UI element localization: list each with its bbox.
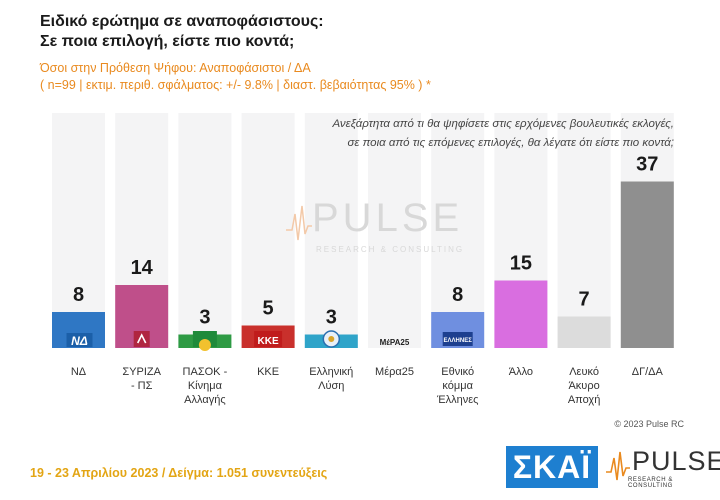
- svg-text:ΝΔ: ΝΔ: [71, 334, 88, 348]
- pulse-wave-icon: [286, 205, 312, 241]
- subtitle: Όσοι στην Πρόθεση Ψήφου: Αναποφάσιστοι /…: [40, 60, 431, 94]
- category-label: ΚΚΕ: [257, 366, 279, 378]
- bar: [557, 316, 611, 348]
- subtitle-line-2: ( n=99 | εκτιμ. περιθ. σφάλματος: +/- 9.…: [40, 78, 431, 92]
- data-label: 7: [579, 289, 590, 311]
- watermark-word: PULSE: [312, 196, 464, 240]
- column-bg: [178, 113, 232, 348]
- category-label: ΔΓ/ΔΑ: [632, 366, 664, 378]
- category-label: Εθνικό κόμμα Έλληνες: [436, 366, 478, 406]
- bar: [494, 280, 548, 348]
- category-label: Λευκό Άκυρο Αποχή: [568, 366, 600, 406]
- pasok-logo-icon: [192, 331, 217, 351]
- category-label: ΝΔ: [71, 366, 87, 378]
- column-bg: [241, 113, 295, 348]
- title-line-2: Σε ποια επιλογή, είστε πιο κοντά;: [40, 33, 295, 50]
- question-line-1: Ανεξάρτητα από τι θα ψηφίσετε στις ερχόμ…: [332, 118, 674, 130]
- column-bg: [368, 113, 421, 348]
- data-label: 3: [326, 307, 337, 329]
- column-bg: [431, 113, 485, 348]
- bar: [620, 181, 674, 348]
- question-line-2: σε ποια από τις επόμενες επιλογές, θα λέ…: [347, 137, 674, 149]
- pulse-watermark: PULSE RESEARCH & CONSULTING: [286, 196, 466, 266]
- column-bg: [304, 113, 358, 348]
- skai-logo: ΣΚΑΪ: [506, 446, 598, 488]
- data-label: 15: [510, 253, 532, 275]
- pulse-logo-wave-icon: [606, 451, 630, 481]
- survey-question: Ανεξάρτητα από τι θα ψηφίσετε στις ερχόμ…: [204, 115, 674, 153]
- subtitle-line-1: Όσοι στην Πρόθεση Ψήφου: Αναποφάσιστοι /…: [40, 61, 311, 75]
- copyright: © 2023 Pulse RC: [614, 419, 684, 429]
- pulse-logo: PULSE RESEARCH & CONSULTING: [606, 446, 720, 489]
- pulse-logo-word: PULSE: [632, 446, 720, 476]
- category-label: Μέρα25: [375, 366, 414, 378]
- pulse-logo-sub: RESEARCH & CONSULTING: [628, 477, 674, 489]
- svg-text:ΕΛΛΗΝΕΣ: ΕΛΛΗΝΕΣ: [444, 338, 473, 344]
- svg-text:ΚΚΕ: ΚΚΕ: [258, 336, 279, 347]
- category-label: Ελληνική Λύση: [309, 366, 353, 392]
- category-label: Άλλο: [509, 366, 533, 378]
- nd-logo-icon: ΝΔ: [66, 333, 93, 348]
- data-label: 5: [263, 298, 274, 320]
- syriza-logo-icon: [133, 331, 150, 347]
- svg-text:ΜέΡΑ25: ΜέΡΑ25: [380, 338, 410, 347]
- data-label: 8: [452, 284, 463, 306]
- category-label: ΣΥΡΙΖΑ - ΠΣ: [122, 366, 161, 392]
- column-bg: [52, 113, 105, 348]
- data-label: 37: [636, 154, 658, 176]
- data-label: 3: [199, 307, 210, 329]
- watermark-sub: RESEARCH & CONSULTING: [316, 245, 465, 254]
- elliniki-lysi-logo-icon: [322, 330, 341, 348]
- data-label: 14: [131, 257, 154, 279]
- page-title: Ειδικό ερώτημα σε αναποφάσιστους: Σε ποι…: [40, 12, 324, 52]
- kke-logo-icon: ΚΚΕ: [254, 331, 283, 347]
- category-label: ΠΑΣΟΚ -Κίνημα Αλλαγής: [183, 366, 228, 406]
- column-bg: [557, 113, 611, 348]
- mera25-logo-icon: ΜέΡΑ25: [380, 338, 410, 347]
- data-label: 8: [73, 284, 84, 306]
- title-line-1: Ειδικό ερώτημα σε αναποφάσιστους:: [40, 13, 324, 30]
- date-sample-footer: 19 - 23 Απριλίου 2023 / Δείγμα: 1.051 συ…: [30, 466, 328, 480]
- ethniko-komma-ellines-logo-icon: ΕΛΛΗΝΕΣ: [442, 332, 473, 346]
